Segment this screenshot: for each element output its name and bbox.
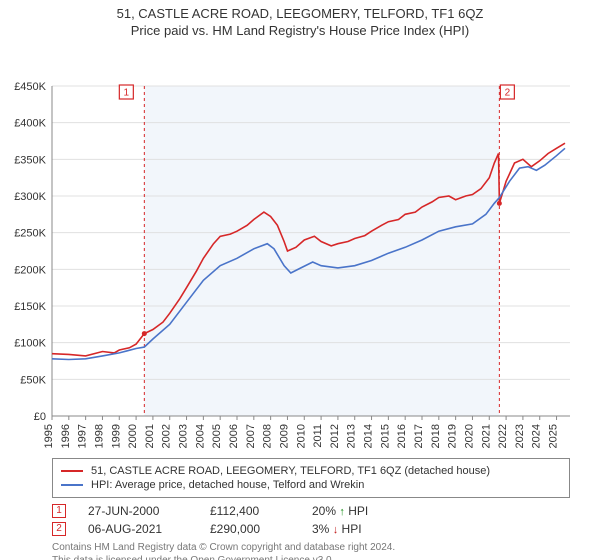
sale-row: 2 06-AUG-2021 £290,000 3% ↓ HPI	[52, 522, 570, 536]
svg-text:1997: 1997	[77, 424, 89, 448]
svg-text:2021: 2021	[480, 424, 492, 448]
title-address: 51, CASTLE ACRE ROAD, LEEGOMERY, TELFORD…	[0, 6, 600, 21]
footer-line-2: This data is licensed under the Open Gov…	[52, 555, 570, 560]
svg-text:2001: 2001	[144, 424, 156, 448]
legend-item: 51, CASTLE ACRE ROAD, LEEGOMERY, TELFORD…	[61, 465, 561, 477]
svg-text:2008: 2008	[262, 424, 274, 448]
svg-text:2015: 2015	[379, 424, 391, 448]
chart-titles: 51, CASTLE ACRE ROAD, LEEGOMERY, TELFORD…	[0, 0, 600, 38]
svg-text:2002: 2002	[161, 424, 173, 448]
svg-text:2000: 2000	[127, 424, 139, 448]
sale-hpi: 3% ↓ HPI	[312, 522, 362, 536]
svg-text:£250K: £250K	[14, 228, 46, 240]
svg-text:2013: 2013	[346, 424, 358, 448]
svg-text:2024: 2024	[531, 424, 543, 448]
svg-text:£450K: £450K	[14, 81, 46, 93]
legend-swatch	[61, 470, 83, 472]
footer-line-1: Contains HM Land Registry data © Crown c…	[52, 542, 570, 555]
chart-container: £0 £50K £100K £150K £200K £250K £300K £350K £400…	[0, 38, 600, 454]
data-attribution: Contains HM Land Registry data © Crown c…	[52, 542, 570, 560]
sale-row: 1 27-JUN-2000 £112,400 20% ↑ HPI	[52, 504, 570, 518]
title-subtitle: Price paid vs. HM Land Registry's House …	[0, 23, 600, 38]
legend-item: HPI: Average price, detached house, Telf…	[61, 479, 561, 491]
sale-marker: 2	[52, 522, 66, 536]
svg-text:2025: 2025	[548, 424, 560, 448]
svg-text:2003: 2003	[178, 424, 190, 448]
svg-text:1995: 1995	[43, 424, 55, 448]
svg-text:2006: 2006	[228, 424, 240, 448]
sale-date: 27-JUN-2000	[88, 504, 188, 518]
sale-hpi: 20% ↑ HPI	[312, 504, 368, 518]
svg-text:2007: 2007	[245, 424, 257, 448]
legend-label: 51, CASTLE ACRE ROAD, LEEGOMERY, TELFORD…	[91, 465, 490, 477]
sale-price: £112,400	[210, 504, 290, 518]
svg-text:1: 1	[124, 88, 130, 99]
svg-text:£350K: £350K	[14, 154, 46, 166]
legend: 51, CASTLE ACRE ROAD, LEEGOMERY, TELFORD…	[52, 458, 570, 498]
sale-date: 06-AUG-2021	[88, 522, 188, 536]
svg-text:1996: 1996	[60, 424, 72, 448]
svg-text:£200K: £200K	[14, 264, 46, 276]
svg-text:2004: 2004	[194, 424, 206, 448]
svg-text:2: 2	[505, 88, 511, 99]
svg-text:£50K: £50K	[20, 374, 46, 386]
svg-text:1998: 1998	[93, 424, 105, 448]
svg-text:£150K: £150K	[14, 301, 46, 313]
svg-text:2011: 2011	[312, 424, 324, 448]
legend-label: HPI: Average price, detached house, Telf…	[91, 479, 364, 491]
svg-text:2012: 2012	[329, 424, 341, 448]
svg-text:2022: 2022	[497, 424, 509, 448]
svg-text:2020: 2020	[463, 424, 475, 448]
svg-text:£300K: £300K	[14, 191, 46, 203]
svg-text:£0: £0	[34, 411, 46, 423]
svg-text:2018: 2018	[430, 424, 442, 448]
svg-text:2017: 2017	[413, 424, 425, 448]
svg-text:2005: 2005	[211, 424, 223, 448]
svg-text:2014: 2014	[363, 424, 375, 448]
svg-text:2019: 2019	[447, 424, 459, 448]
svg-text:2010: 2010	[295, 424, 307, 448]
sales-table: 1 27-JUN-2000 £112,400 20% ↑ HPI 2 06-AUG-202…	[52, 504, 570, 536]
svg-text:£400K: £400K	[14, 118, 46, 130]
svg-text:2023: 2023	[514, 424, 526, 448]
svg-text:1999: 1999	[110, 424, 122, 448]
svg-text:2016: 2016	[396, 424, 408, 448]
sale-marker: 1	[52, 504, 66, 518]
svg-text:£100K: £100K	[14, 338, 46, 350]
price-chart: £0 £50K £100K £150K £200K £250K £300K £350K £400…	[0, 38, 600, 454]
sale-price: £290,000	[210, 522, 290, 536]
svg-text:2009: 2009	[278, 424, 290, 448]
legend-swatch	[61, 484, 83, 486]
